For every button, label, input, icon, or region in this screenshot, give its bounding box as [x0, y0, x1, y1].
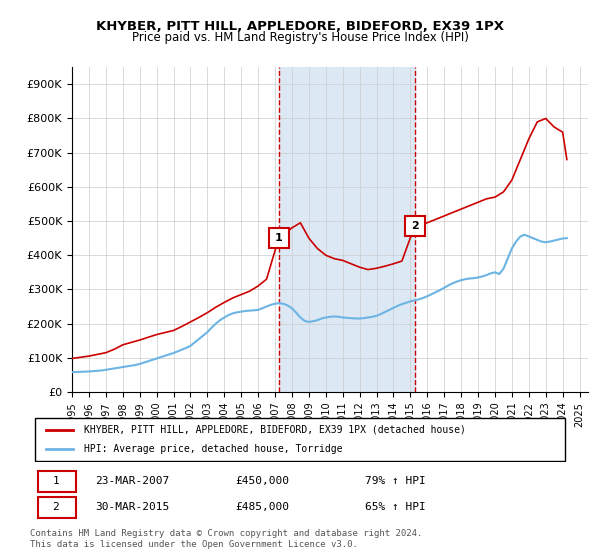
Text: KHYBER, PITT HILL, APPLEDORE, BIDEFORD, EX39 1PX: KHYBER, PITT HILL, APPLEDORE, BIDEFORD, …: [96, 20, 504, 32]
Text: 1: 1: [275, 233, 283, 243]
Text: 2: 2: [411, 221, 418, 231]
Text: 1: 1: [53, 476, 59, 486]
Text: KHYBER, PITT HILL, APPLEDORE, BIDEFORD, EX39 1PX (detached house): KHYBER, PITT HILL, APPLEDORE, BIDEFORD, …: [84, 424, 466, 435]
Text: 2: 2: [53, 502, 59, 512]
Text: Price paid vs. HM Land Registry's House Price Index (HPI): Price paid vs. HM Land Registry's House …: [131, 31, 469, 44]
Text: 79% ↑ HPI: 79% ↑ HPI: [365, 476, 425, 486]
Text: £450,000: £450,000: [235, 476, 289, 486]
Text: £485,000: £485,000: [235, 502, 289, 512]
Text: 30-MAR-2015: 30-MAR-2015: [95, 502, 169, 512]
FancyBboxPatch shape: [38, 470, 76, 492]
Bar: [279, 67, 415, 392]
FancyBboxPatch shape: [38, 497, 76, 517]
Text: Contains HM Land Registry data © Crown copyright and database right 2024.
This d: Contains HM Land Registry data © Crown c…: [30, 529, 422, 549]
Text: 23-MAR-2007: 23-MAR-2007: [95, 476, 169, 486]
Text: 65% ↑ HPI: 65% ↑ HPI: [365, 502, 425, 512]
FancyBboxPatch shape: [35, 418, 565, 461]
Text: HPI: Average price, detached house, Torridge: HPI: Average price, detached house, Torr…: [84, 445, 343, 455]
